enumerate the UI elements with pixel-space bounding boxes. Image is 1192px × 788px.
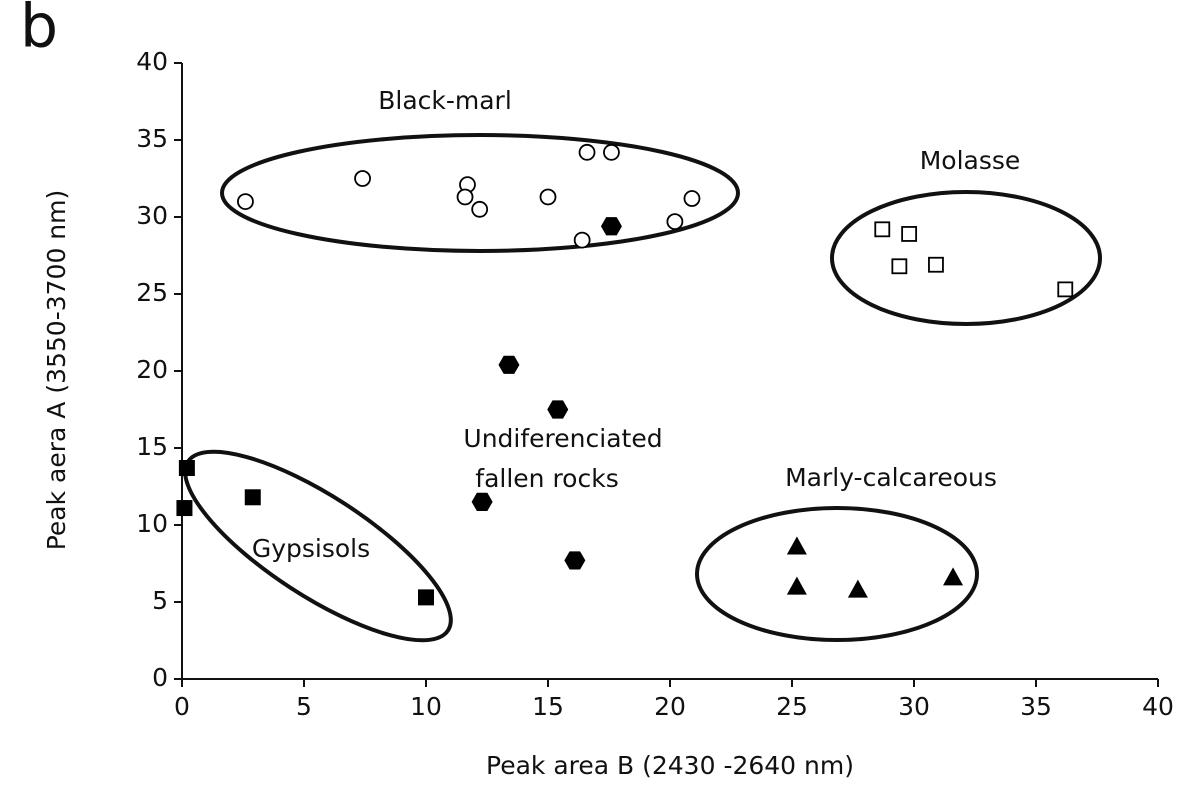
point [498,355,520,374]
x-tick-label: 10 [410,692,442,721]
point [874,221,891,238]
annotation: Molasse [920,146,1021,175]
y-tick-label: 30 [136,201,168,230]
point [456,188,474,206]
y-tick-label: 10 [136,509,168,538]
point [564,551,586,570]
point [666,213,684,231]
y-tick-label: 20 [136,355,168,384]
annotation: Gypsisols [252,534,370,563]
point [786,576,807,595]
point [354,170,371,187]
point [178,460,195,477]
x-tick-label: 5 [296,692,312,721]
point [578,143,596,161]
point [237,193,254,211]
group-outline [220,133,740,253]
x-tick-label: 30 [898,692,930,721]
x-tick-label: 35 [1020,692,1052,721]
x-tick-label: 20 [654,692,686,721]
panel-label: b [20,0,58,62]
point [244,489,261,506]
point [418,589,434,606]
y-tick-label: 35 [136,124,168,153]
annotation: fallen rocks [475,464,618,493]
point [1057,281,1074,298]
x-tick-label: 15 [532,692,564,721]
y-tick-label: 15 [136,432,168,461]
point [471,200,489,218]
group-outline [830,190,1102,326]
annotation: Black-marl [378,86,512,115]
x-axis-label: Peak area B (2430 -2640 nm) [486,751,854,780]
point [683,190,701,207]
y-tick-label: 40 [136,47,168,76]
y-tick-label: 5 [152,586,168,615]
point [600,217,622,236]
point [847,579,868,598]
group-outline [695,506,979,642]
x-tick-label: 40 [1142,692,1174,721]
point [603,143,620,161]
x-tick-label: 0 [174,692,190,721]
point [943,567,964,586]
annotation: Marly-calcareous [785,463,997,492]
y-tick-label: 0 [152,663,168,692]
y-tick-label: 25 [136,278,168,307]
point [573,231,591,249]
point [786,536,807,555]
annotation: Undiferenciated [463,424,662,453]
y-axis-label: Peak aera A (3550-3700 nm) [42,190,71,551]
point [539,188,557,206]
point [176,500,193,517]
point [891,258,908,275]
point [928,256,944,273]
point [471,492,493,511]
point [547,400,569,419]
x-tick-label: 25 [776,692,808,721]
point [901,226,918,242]
